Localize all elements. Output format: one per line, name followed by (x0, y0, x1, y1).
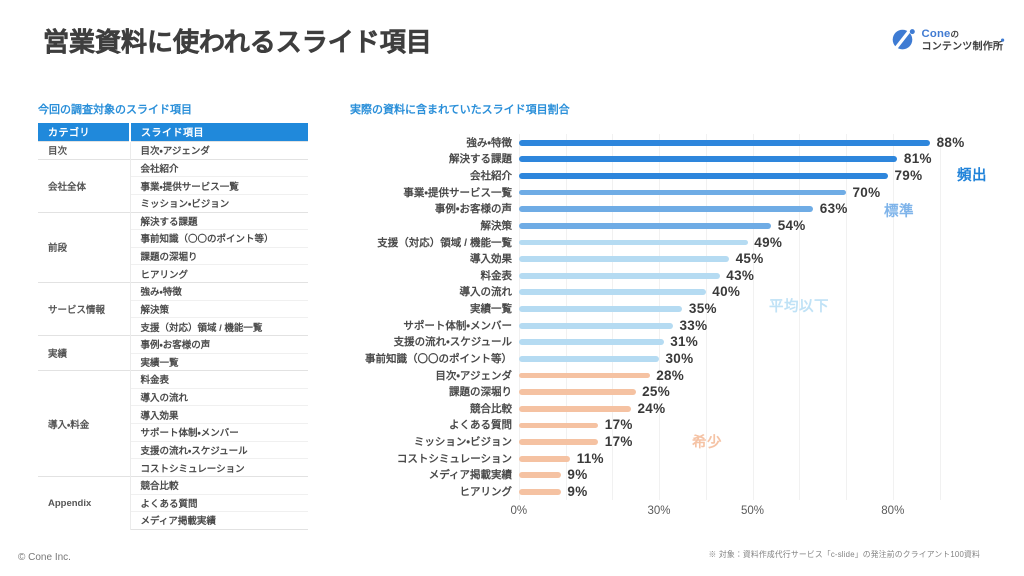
svg-text:Cone: Cone (922, 28, 951, 40)
svg-text:の: の (951, 29, 960, 39)
svg-text:コンテンツ制作所: コンテンツ制作所 (922, 40, 1004, 53)
